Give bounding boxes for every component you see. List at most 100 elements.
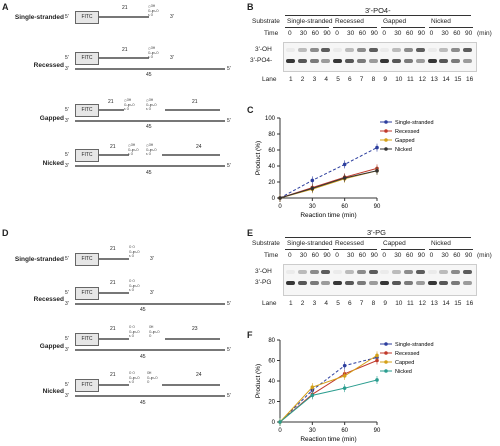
data-point: [310, 186, 315, 191]
five-prime: 5': [65, 14, 69, 20]
group-label: Single-stranded: [287, 18, 333, 25]
time-value: 30: [394, 30, 402, 37]
lane-number: 13: [430, 76, 438, 83]
lane-number: 16: [466, 300, 474, 307]
substrate-label-ss-a: Single-stranded: [14, 14, 64, 21]
fitc-box: FITC: [75, 287, 99, 300]
band-label: 3'-PG: [255, 279, 272, 286]
gel-band-oh: [451, 270, 461, 274]
bottom-strand: [75, 395, 225, 397]
x-tick-label: 0: [278, 428, 282, 434]
gel-band-substrate: [333, 281, 343, 285]
group-rule: [285, 27, 329, 28]
time-value: 30: [347, 30, 355, 37]
series-line: [279, 354, 378, 423]
mod-pg: ᴼ ᴼ ᴼ-P-ᴼ ˢ ᴼ: [129, 245, 140, 259]
length-label: 45: [146, 170, 152, 176]
time-value: 90: [323, 30, 331, 37]
time-value: 0: [429, 252, 434, 259]
data-point: [342, 374, 347, 378]
data-point: [375, 358, 379, 363]
x-tick-label: 90: [374, 428, 381, 434]
length-label: 23: [192, 326, 198, 332]
top-strand: [99, 384, 129, 386]
five-prime: 5': [65, 152, 69, 158]
bottom-strand: [75, 68, 225, 70]
gel-band-substrate: [333, 59, 343, 63]
panel-label-f: F: [247, 330, 253, 340]
legend-marker: [384, 147, 388, 151]
time-value: 0: [335, 30, 339, 37]
legend-label: Recessed: [395, 351, 419, 357]
x-tick-label: 60: [341, 204, 348, 210]
three-prime: 3': [65, 66, 69, 72]
lane-number: 8: [371, 76, 376, 83]
time-label: Time: [264, 252, 279, 259]
lane-number: 12: [418, 76, 427, 83]
lane-number: 16: [466, 76, 474, 83]
five-prime: 5': [227, 393, 231, 399]
y-tick-label: 20: [268, 400, 275, 406]
series-line: [279, 356, 378, 423]
data-point: [342, 363, 347, 368]
time-value: 90: [370, 252, 378, 259]
y-tick-label: 0: [272, 196, 276, 202]
gel-band-substrate: [321, 281, 331, 285]
time-value: 30: [441, 252, 449, 259]
gel-band-substrate: [463, 59, 472, 63]
data-point: [375, 378, 379, 382]
x-axis-label: Reaction time (min): [300, 436, 356, 443]
y-tick-label: 100: [265, 116, 276, 122]
lane-number: 7: [359, 300, 364, 307]
time-value: 60: [406, 252, 414, 259]
gel-band-substrate: [404, 59, 413, 63]
data-point: [375, 353, 379, 358]
length-label: 21: [122, 47, 128, 53]
lane-number: 12: [418, 300, 427, 307]
time-value: 30: [347, 252, 355, 259]
gel-band-oh: [297, 48, 307, 52]
gel-title: 3'-PO4-: [365, 6, 391, 15]
gel-band-oh: [404, 270, 413, 274]
gel-band-substrate: [286, 59, 295, 63]
gel-band-substrate: [427, 59, 437, 63]
time-value: 60: [311, 252, 319, 259]
gel-title: 3'-PG: [367, 228, 386, 237]
length-label: 24: [196, 372, 202, 378]
band-label: 3'-OH: [255, 46, 272, 53]
gel-band-substrate: [415, 59, 425, 63]
gel-band-substrate: [309, 59, 319, 63]
length-label: 45: [140, 307, 146, 313]
lane-number: 2: [300, 300, 305, 307]
substrate-label: Substrate: [252, 240, 280, 247]
gel-band-oh: [439, 48, 449, 52]
data-point: [342, 162, 347, 167]
group-label: Nicked: [431, 18, 451, 25]
gel-band-substrate: [439, 281, 449, 285]
gel-band-substrate: [392, 281, 402, 285]
series-line: [279, 147, 378, 199]
group-label: Capped: [383, 240, 406, 247]
legend-label: Nicked: [395, 369, 412, 375]
gel-band-substrate: [463, 281, 472, 285]
substrate-label-rec-a: Recessed: [33, 62, 64, 69]
gel-band-oh: [356, 48, 366, 52]
group-rule: [429, 27, 473, 28]
three-prime: 3': [170, 14, 174, 20]
mod-po4: ○ᴼᴴ ᴼ-P-ᴼ ˢ ᴼ: [128, 143, 139, 157]
lane-number: 15: [454, 76, 462, 83]
gel-band-oh: [309, 48, 319, 52]
gel-band-substrate: [345, 59, 354, 63]
gel-band-oh: [463, 270, 472, 274]
title-rule: [285, 15, 471, 16]
gel-band-substrate: [415, 281, 425, 285]
panel-label-b: B: [247, 2, 254, 12]
fitc-box: FITC: [75, 149, 99, 162]
lane-number: 14: [442, 76, 450, 83]
five-prime: 5': [65, 290, 69, 296]
lane-number: 5: [336, 76, 340, 83]
five-prime: 5': [227, 301, 231, 307]
lane-number: 3: [312, 300, 317, 307]
legend-label: Recessed: [395, 129, 419, 135]
time-value: 60: [311, 30, 319, 37]
